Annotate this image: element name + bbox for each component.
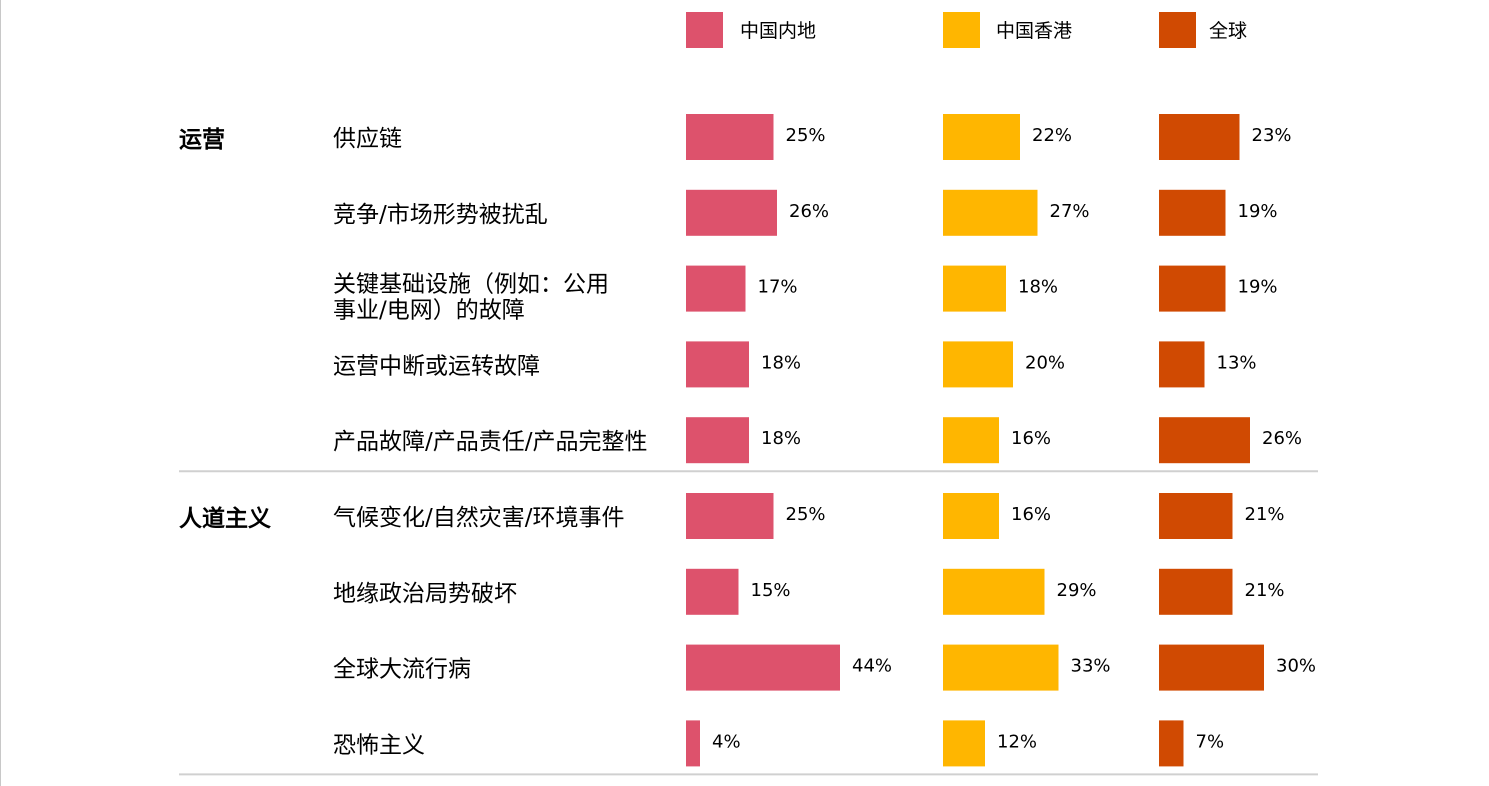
bar-row4-series2 [943, 341, 1013, 388]
value-label-row5-series1: 18% [761, 428, 801, 449]
bar-row5-series3 [1159, 417, 1250, 464]
value-label-row6-series1: 25% [786, 504, 826, 525]
bar-row7-series3 [1159, 568, 1233, 615]
bar-row7-series2 [943, 568, 1045, 615]
value-label-row8-series1: 44% [852, 656, 892, 677]
bar-row3-series1 [686, 265, 746, 312]
value-label-row1-series2: 22% [1032, 125, 1072, 146]
risk-label-9: 恐怖主义 [333, 732, 425, 758]
bar-row6-series3 [1159, 493, 1233, 539]
bar-row5-series2 [943, 417, 999, 464]
risk-label-5: 产品故障/产品责任/产品完整性 [333, 429, 648, 455]
risk-label-3-line-2: 事业/电网）的故障 [333, 298, 525, 324]
risk-label-8: 全球大流行病 [333, 657, 471, 683]
bar-row1-series3 [1159, 114, 1240, 160]
value-label-row4-series2: 20% [1025, 352, 1065, 373]
bar-row5-series1 [686, 417, 749, 464]
bar-row3-series3 [1159, 265, 1226, 312]
legend-label-2: 中国香港 [996, 20, 1072, 42]
bar-row4-series3 [1159, 341, 1205, 388]
bar-row1-series1 [686, 114, 774, 160]
bar-row9-series2 [943, 720, 985, 767]
value-label-row3-series1: 17% [758, 277, 798, 298]
value-label-row7-series3: 21% [1245, 580, 1285, 601]
bar-row3-series2 [943, 265, 1006, 312]
value-label-row5-series2: 16% [1011, 428, 1051, 449]
value-label-row5-series3: 26% [1262, 428, 1302, 449]
bar-row6-series2 [943, 493, 999, 539]
risk-label-3-line-1: 关键基础设施（例如：公用 [333, 272, 609, 298]
bar-row8-series3 [1159, 644, 1264, 691]
bar-row4-series1 [686, 341, 749, 388]
value-label-row1-series3: 23% [1252, 125, 1292, 146]
bar-row2-series2 [943, 189, 1038, 236]
bar-row9-series1 [686, 720, 700, 767]
value-label-row2-series3: 19% [1238, 201, 1278, 222]
bar-row7-series1 [686, 568, 739, 615]
value-label-row4-series3: 13% [1217, 352, 1257, 373]
group-label-2: 人道主义 [179, 505, 271, 532]
value-label-row9-series2: 12% [997, 731, 1037, 752]
legend-swatch-2 [943, 12, 980, 48]
bar-row8-series1 [686, 644, 840, 691]
risk-label-7: 地缘政治局势破坏 [333, 581, 517, 607]
bar-row6-series1 [686, 493, 774, 539]
value-label-row8-series2: 33% [1071, 656, 1111, 677]
value-label-row9-series1: 4% [712, 731, 741, 752]
value-label-row7-series1: 15% [751, 580, 791, 601]
value-label-row7-series2: 29% [1057, 580, 1097, 601]
bar-row9-series3 [1159, 720, 1184, 767]
value-label-row9-series3: 7% [1196, 731, 1225, 752]
bar-row8-series2 [943, 644, 1059, 691]
value-label-row3-series2: 18% [1018, 277, 1058, 298]
value-label-row3-series3: 19% [1238, 277, 1278, 298]
value-label-row2-series2: 27% [1050, 201, 1090, 222]
group-label-1: 运营 [179, 127, 225, 153]
legend-swatch-3 [1159, 12, 1196, 48]
bar-row1-series2 [943, 114, 1020, 160]
value-label-row1-series1: 25% [786, 125, 826, 146]
bar-row2-series1 [686, 189, 777, 236]
legend-label-3: 全球 [1209, 20, 1247, 42]
left-border [0, 0, 1, 786]
value-label-row6-series3: 21% [1245, 504, 1285, 525]
legend-label-1: 中国内地 [740, 20, 816, 42]
value-label-row8-series3: 30% [1276, 656, 1316, 677]
value-label-row4-series1: 18% [761, 352, 801, 373]
legend-swatch-1 [686, 12, 723, 48]
bar-row2-series3 [1159, 189, 1226, 236]
risk-label-2: 竞争/市场形势被扰乱 [333, 202, 548, 228]
value-label-row2-series1: 26% [789, 201, 829, 222]
value-label-row6-series2: 16% [1011, 504, 1051, 525]
risk-label-6: 气候变化/自然灾害/环境事件 [333, 505, 625, 531]
risk-label-1: 供应链 [333, 126, 402, 152]
risk-label-4: 运营中断或运转故障 [333, 353, 540, 379]
